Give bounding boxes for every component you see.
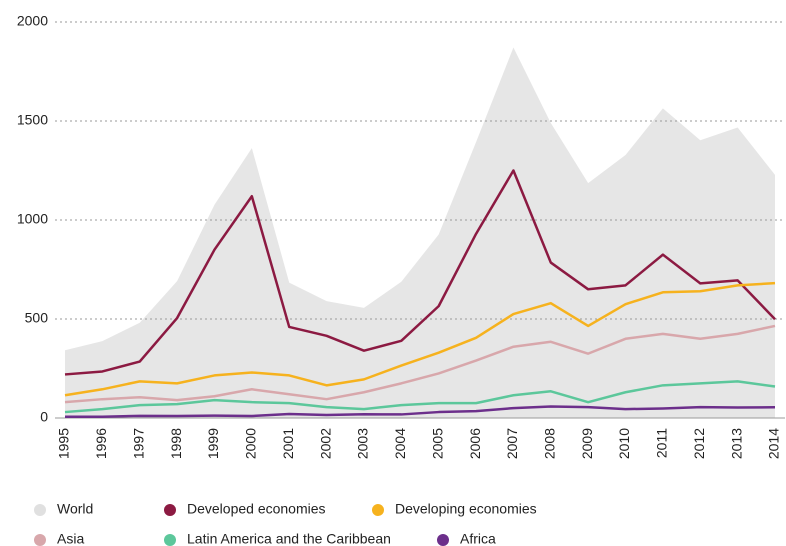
legend-label: Africa (460, 531, 496, 546)
legend-marker (372, 504, 384, 516)
x-tick-label: 2014 (766, 428, 782, 459)
x-tick-label: 1996 (93, 428, 109, 459)
x-tick-label: 1995 (56, 428, 72, 459)
x-tick-label: 2011 (654, 428, 670, 458)
legend-marker (164, 534, 176, 546)
x-tick-label: 2012 (691, 428, 707, 459)
line (65, 405, 776, 419)
legend-label: Developing economies (395, 501, 537, 517)
area (65, 47, 775, 419)
y-tick-label: 500 (25, 310, 49, 326)
x-tick-label: 2001 (280, 428, 296, 459)
legend-label: Asia (57, 531, 84, 546)
x-tick-label: 2009 (579, 428, 595, 459)
legend-label: Latin America and the Caribbean (187, 531, 391, 546)
x-tick-label: 2000 (243, 428, 259, 459)
line (64, 380, 776, 414)
line (64, 324, 776, 404)
legend-label: Developed economies (187, 501, 326, 517)
legend-label: World (57, 501, 93, 517)
x-tick-label: 2008 (541, 428, 557, 459)
x-tick-label: 2010 (616, 428, 632, 459)
x-tick-label: 2007 (504, 428, 520, 459)
x-tick-label: 1998 (168, 428, 184, 459)
x-tick-label: 2002 (317, 428, 333, 459)
x-tick-label: 1997 (130, 428, 146, 459)
y-tick-label: 1500 (17, 112, 48, 128)
y-tick-label: 2000 (17, 13, 48, 29)
x-tick-label: 2013 (728, 428, 744, 459)
line (64, 169, 776, 376)
x-tick-label: 2006 (467, 428, 483, 459)
line (64, 281, 776, 397)
legend-marker (34, 504, 46, 516)
legend-marker (437, 534, 449, 546)
legend-marker (34, 534, 46, 546)
x-tick-label: 2003 (355, 428, 371, 459)
y-tick-label: 0 (40, 409, 48, 425)
x-tick-label: 1999 (205, 428, 221, 459)
legend-marker (164, 504, 176, 516)
x-tick-label: 2005 (429, 428, 445, 459)
x-tick-label: 2004 (392, 428, 408, 459)
y-tick-label: 1000 (17, 211, 48, 227)
